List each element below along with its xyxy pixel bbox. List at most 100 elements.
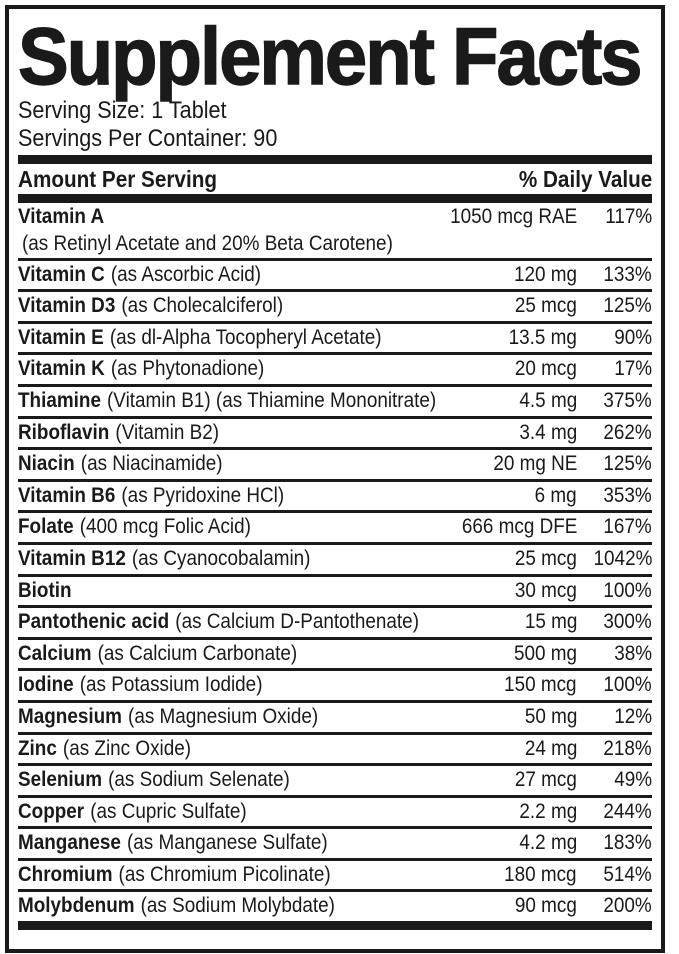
- nutrient-name: Vitamin D3: [18, 294, 116, 318]
- nutrient-amount: 120 mg: [513, 262, 577, 286]
- nutrient-dv-cell: 49%: [610, 766, 652, 795]
- nutrient-amount: 666 mcg DFE: [461, 515, 577, 539]
- table-header-row: Amount Per Serving % Daily Value: [18, 164, 652, 194]
- nutrient-source: (as Cupric Sulfate): [90, 799, 247, 823]
- nutrient-dv: 100%: [603, 673, 652, 697]
- nutrient-row: Vitamin B6 (as Pyridoxine HCl) 6 mg 353%: [18, 482, 652, 514]
- nutrient-dv: 117%: [605, 205, 652, 228]
- nutrient-dv-cell: 183%: [598, 829, 652, 858]
- nutrient-label: Pantothenic acid (as Calcium D-Pantothena…: [18, 608, 419, 637]
- nutrient-dv-cell: 100%: [598, 577, 652, 606]
- nutrient-source: (as Zinc Oxide): [62, 736, 192, 760]
- nutrient-amount-cell: 27 mcg: [508, 766, 577, 795]
- nutrient-source: (as Pyridoxine HCl): [121, 483, 285, 507]
- nutrient-dv-cell: 12%: [610, 703, 652, 732]
- servings-per-container-line: Servings Per Container: 90: [18, 125, 652, 153]
- nutrient-row-main: Molybdenum (as Sodium Molybdate): [18, 892, 652, 921]
- nutrient-amount-cell: 666 mcg DFE: [449, 513, 577, 542]
- nutrient-row-main: Chromium (as Chromium Picolinate): [18, 861, 652, 890]
- nutrient-dv-cell: 218%: [598, 735, 652, 764]
- nutrient-dv: 12%: [614, 704, 652, 728]
- nutrient-row-main: Vitamin B12 (as Cyanocobalamin): [18, 545, 652, 574]
- nutrient-name: Vitamin B12: [18, 546, 126, 570]
- nutrient-name: Thiamine: [18, 388, 101, 412]
- supplement-facts-label: Supplement Facts Serving Size: 1 Tablet …: [5, 5, 665, 953]
- nutrient-label: Magnesium (as Magnesium Oxide): [18, 703, 318, 732]
- nutrient-dv-cell: 353%: [598, 482, 652, 511]
- nutrient-name: Iodine: [18, 673, 74, 697]
- nutrient-amount: 90 mcg: [515, 894, 577, 918]
- nutrient-dv: 167%: [603, 515, 652, 539]
- nutrient-amount-cell: 180 mcg: [496, 861, 577, 890]
- nutrient-row: Vitamin A 1050 mcg RAE 117% (as Retinyl …: [18, 203, 652, 261]
- nutrient-label: Chromium (as Chromium Picolinate): [18, 861, 331, 890]
- divider-bar-top: [18, 155, 652, 164]
- nutrient-row: Niacin (as Niacinamide) 20 mg NE 125%: [18, 450, 652, 482]
- nutrient-dv: 17%: [614, 357, 652, 381]
- nutrient-source: (as Calcium Carbonate): [97, 641, 298, 665]
- nutrient-name: Vitamin A: [18, 205, 105, 228]
- nutrient-label: Vitamin E (as dl-Alpha Tocopheryl Acetate…: [18, 324, 382, 353]
- nutrient-amount: 13.5 mg: [508, 325, 577, 349]
- nutrient-row-main: Folate (400 mcg Folic Acid): [18, 513, 652, 542]
- servings-per-container-text: Servings Per Container: 90: [18, 124, 278, 152]
- nutrient-row-main: Copper (as Cupric Sulfate): [18, 798, 652, 827]
- nutrient-dv-cell: 514%: [598, 861, 652, 890]
- nutrient-amount: 25 mcg: [515, 546, 577, 570]
- nutrient-source: (as Sodium Molybdate): [140, 894, 335, 918]
- nutrient-dv-cell: 300%: [598, 608, 652, 637]
- nutrient-label: Vitamin A: [18, 203, 110, 232]
- nutrient-row-main: Vitamin C (as Ascorbic Acid): [18, 261, 652, 290]
- daily-value-header: % Daily Value: [518, 166, 652, 192]
- nutrient-dv-cell: 200%: [598, 892, 652, 921]
- nutrient-dv: 218%: [603, 736, 652, 760]
- nutrient-source: (as Chromium Picolinate): [118, 862, 331, 886]
- nutrient-dv: 90%: [614, 325, 652, 349]
- nutrient-amount: 20 mcg: [515, 357, 577, 381]
- nutrient-dv: 133%: [603, 262, 652, 286]
- nutrient-amount: 3.4 mg: [519, 420, 577, 444]
- nutrient-amount: 27 mcg: [515, 768, 577, 792]
- nutrient-amount-cell: 24 mg: [519, 735, 577, 764]
- nutrient-amount-cell: 4.2 mg: [513, 829, 577, 858]
- nutrient-label: Niacin (as Niacinamide): [18, 450, 223, 479]
- nutrient-dv-cell: 100%: [598, 671, 652, 700]
- nutrient-row: Pantothenic acid (as Calcium D-Pantothena…: [18, 608, 652, 640]
- nutrient-dv: 100%: [603, 578, 652, 602]
- nutrient-row: Calcium (as Calcium Carbonate) 500 mg 38%: [18, 640, 652, 672]
- nutrient-row: Biotin 30 mcg 100%: [18, 577, 652, 609]
- nutrient-dv-cell: 125%: [598, 292, 652, 321]
- nutrient-name: Magnesium: [18, 704, 122, 728]
- nutrient-rows: Vitamin A 1050 mcg RAE 117% (as Retinyl …: [18, 203, 652, 921]
- nutrient-source: (as Sodium Selenate): [108, 768, 290, 792]
- divider-bar-bottom: [18, 921, 652, 931]
- nutrient-row: Folate (400 mcg Folic Acid) 666 mcg DFE 1…: [18, 513, 652, 545]
- nutrient-dv-cell: 17%: [610, 355, 652, 384]
- nutrient-label: Biotin: [18, 577, 78, 606]
- nutrient-row: Riboflavin (Vitamin B2) 3.4 mg 262%: [18, 419, 652, 451]
- nutrient-amount: 15 mg: [524, 610, 577, 634]
- nutrient-dv-cell: 262%: [598, 419, 652, 448]
- nutrient-label: Vitamin B12 (as Cyanocobalamin): [18, 545, 310, 574]
- nutrient-label: Thiamine (Vitamin B1) (as Thiamine Mononi…: [18, 387, 436, 416]
- nutrient-amount: 25 mcg: [515, 294, 577, 318]
- nutrient-source-line2: (as Retinyl Acetate and 20% Beta Caroten…: [22, 231, 393, 255]
- nutrient-dv: 183%: [603, 831, 652, 855]
- nutrient-amount: 180 mcg: [504, 862, 577, 886]
- nutrient-dv: 244%: [603, 799, 652, 823]
- nutrient-dv: 38%: [614, 641, 652, 665]
- nutrient-amount-cell: 4.5 mg: [513, 387, 577, 416]
- nutrient-name: Chromium: [18, 862, 113, 886]
- nutrient-row: Selenium (as Sodium Selenate) 27 mcg 49%: [18, 766, 652, 798]
- nutrient-row-main: Riboflavin (Vitamin B2): [18, 419, 652, 448]
- nutrient-row: Vitamin B12 (as Cyanocobalamin) 25 mcg 10…: [18, 545, 652, 577]
- nutrient-amount-cell: 500 mg: [507, 640, 577, 669]
- nutrient-name: Vitamin C: [18, 262, 105, 286]
- nutrient-name: Calcium: [18, 641, 92, 665]
- nutrient-label: Vitamin B6 (as Pyridoxine HCl): [18, 482, 284, 511]
- nutrient-name: Manganese: [18, 831, 121, 855]
- nutrient-amount-cell: 6 mg: [530, 482, 577, 511]
- nutrient-row-main: Manganese (as Manganese Sulfate): [18, 829, 652, 858]
- nutrient-source: (Vitamin B2): [115, 420, 220, 444]
- nutrient-amount: 24 mg: [524, 736, 577, 760]
